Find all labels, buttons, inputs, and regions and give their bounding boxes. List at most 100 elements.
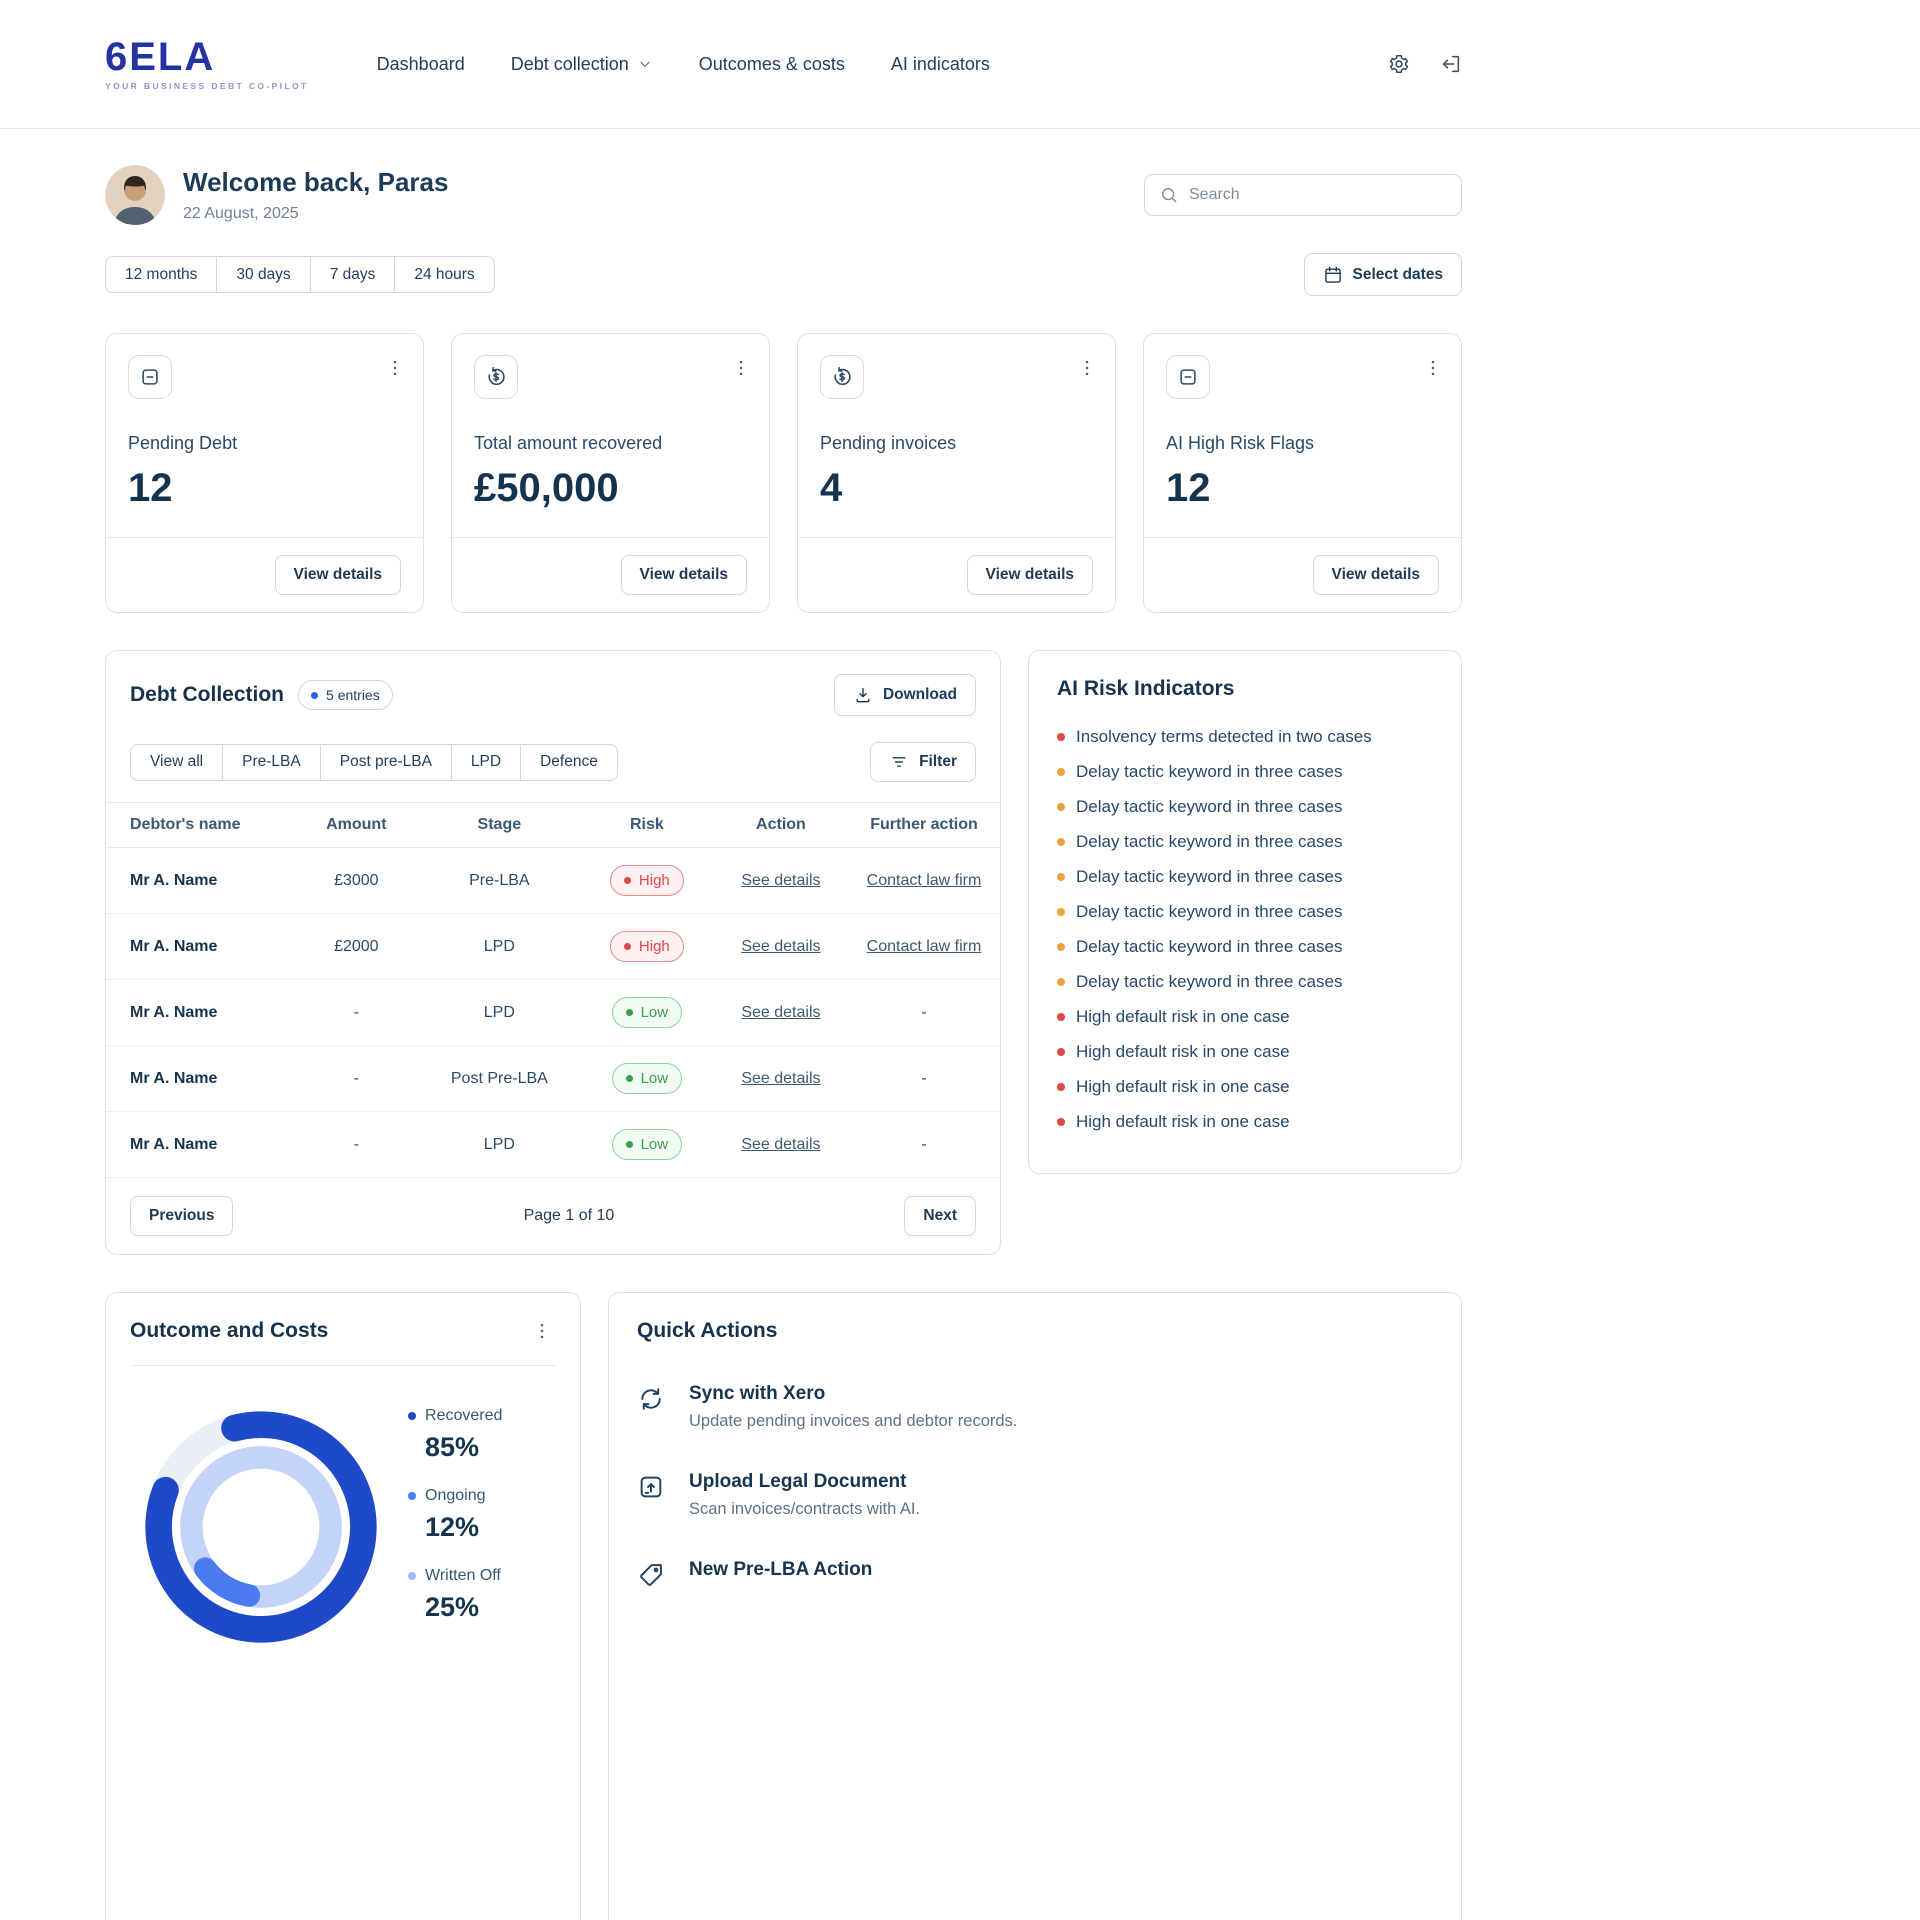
settings-icon[interactable] — [1388, 53, 1410, 75]
further-action-cell: - — [847, 1111, 1000, 1178]
stage-tab-post-pre-lba[interactable]: Post pre-LBA — [319, 743, 452, 781]
kebab-menu-icon[interactable] — [1419, 354, 1447, 382]
stat-card: Pending Debt 12 View details — [105, 333, 424, 613]
table-row: Mr A. Name - Post Pre-LBA Low See details - — [106, 1045, 1000, 1112]
brand-logo[interactable]: 6ELA YOUR BUSINESS DEBT CO-PILOT — [105, 37, 309, 91]
amount-cell: - — [293, 1045, 419, 1112]
previous-page-button[interactable]: Previous — [130, 1196, 234, 1236]
risk-indicator-item: Delay tactic keyword in three cases — [1057, 972, 1433, 992]
see-details-link[interactable]: See details — [741, 937, 821, 955]
see-details-link[interactable]: See details — [741, 1003, 821, 1021]
stat-card-label: AI High Risk Flags — [1166, 433, 1315, 453]
nav-item-outcomes-costs[interactable]: Outcomes & costs — [699, 54, 845, 75]
search-box[interactable] — [1144, 174, 1462, 216]
quick-action-new-pre-lba-action[interactable]: New Pre-LBA Action — [637, 1559, 1433, 1589]
view-details-button[interactable]: View details — [620, 555, 747, 595]
risk-badge: Low — [611, 1129, 683, 1160]
see-details-link[interactable]: See details — [741, 1069, 821, 1087]
risk-indicator-dot — [1057, 1118, 1065, 1126]
time-filter-bar: 12 months 30 days 7 days 24 hours Select da… — [105, 253, 1462, 296]
debtor-name-cell: Mr A. Name — [106, 913, 294, 980]
ai-risk-title: AI Risk Indicators — [1057, 677, 1235, 700]
risk-indicator-item: Delay tactic keyword in three cases — [1057, 867, 1433, 887]
risk-indicator-dot — [1057, 803, 1065, 811]
quick-action-text: New Pre-LBA Action — [689, 1559, 872, 1581]
download-button[interactable]: Download — [833, 674, 976, 716]
filter-icon — [889, 752, 909, 772]
stat-card-value: 12 — [1166, 466, 1211, 510]
welcome-section: Welcome back, Paras 22 August, 2025 — [105, 165, 1462, 225]
quick-action-title: Sync with Xero — [689, 1383, 826, 1404]
stat-card-label: Pending Debt — [128, 433, 238, 453]
brand-tagline: YOUR BUSINESS DEBT CO-PILOT — [105, 81, 309, 91]
entries-badge: 5 entries — [298, 680, 393, 710]
action-cell: See details — [713, 979, 848, 1046]
time-filter-24-hours[interactable]: 24 hours — [394, 256, 495, 293]
risk-label: High — [638, 872, 670, 889]
risk-badge: Low — [611, 997, 683, 1028]
kebab-menu-icon[interactable] — [381, 354, 409, 382]
time-filter-7-days[interactable]: 7 days — [309, 256, 396, 293]
chart-legend: Recovered 85% Ongoing 12% Written Off 25% — [408, 1407, 502, 1647]
quick-actions-list: Sync with Xero Update pending invoices an… — [637, 1383, 1433, 1589]
risk-cell: Low — [579, 1045, 714, 1112]
logout-icon[interactable] — [1440, 53, 1462, 75]
stage-tab-lpd[interactable]: LPD — [450, 743, 522, 781]
column-header: Action — [713, 802, 848, 848]
kebab-menu-icon[interactable] — [528, 1317, 556, 1345]
nav-item-dashboard[interactable]: Dashboard — [377, 54, 465, 75]
quick-action-sync-with-xero[interactable]: Sync with Xero Update pending invoices an… — [637, 1383, 1433, 1431]
risk-indicator-item: High default risk in one case — [1057, 1007, 1433, 1027]
stage-tab-view-all[interactable]: View all — [130, 743, 224, 781]
view-details-button[interactable]: View details — [1312, 555, 1439, 595]
download-label: Download — [882, 686, 957, 703]
contact-law-firm-link[interactable]: Contact law firm — [866, 937, 982, 955]
filter-button[interactable]: Filter — [870, 742, 976, 782]
tag-icon — [637, 1561, 665, 1589]
kebab-menu-icon[interactable] — [1073, 354, 1101, 382]
see-details-link[interactable]: See details — [741, 871, 821, 889]
risk-badge: High — [609, 865, 684, 896]
risk-indicator-text: Delay tactic keyword in three cases — [1076, 972, 1343, 991]
risk-indicator-dot — [1057, 838, 1065, 846]
legend-label: Written Off — [425, 1567, 501, 1584]
nav-item-debt-collection[interactable]: Debt collection — [511, 54, 653, 75]
legend-dot — [408, 1412, 416, 1420]
outcome-costs-title: Outcome and Costs — [130, 1319, 329, 1342]
stat-card-footer: View details — [452, 537, 769, 612]
stat-card-footer: View details — [798, 537, 1115, 612]
select-dates-button[interactable]: Select dates — [1303, 253, 1462, 296]
see-details-link[interactable]: See details — [741, 1135, 821, 1153]
legend-label: Recovered — [425, 1407, 503, 1424]
view-details-button[interactable]: View details — [966, 555, 1093, 595]
quick-actions-panel: Quick Actions Sync with Xero Update pendi… — [608, 1292, 1462, 1920]
stage-tab-pre-lba[interactable]: Pre-LBA — [222, 743, 321, 781]
quick-action-upload-legal-document[interactable]: Upload Legal Document Scan invoices/contr… — [637, 1471, 1433, 1519]
kebab-menu-icon[interactable] — [727, 354, 755, 382]
stage-cell: Post Pre-LBA — [418, 1045, 580, 1112]
risk-indicator-item: Delay tactic keyword in three cases — [1057, 832, 1433, 852]
invoice-icon — [128, 355, 172, 399]
risk-dot — [625, 1075, 633, 1082]
brand-logo-text: 6ELA — [105, 35, 216, 79]
time-filter-30-days[interactable]: 30 days — [216, 256, 311, 293]
amount-cell: £3000 — [293, 847, 419, 914]
search-input[interactable] — [1189, 186, 1447, 204]
next-page-button[interactable]: Next — [904, 1196, 976, 1236]
stage-tab-defence[interactable]: Defence — [520, 743, 618, 781]
risk-cell: Low — [579, 979, 714, 1046]
nav-item-ai-indicators[interactable]: AI indicators — [891, 54, 990, 75]
nav-item-label: AI indicators — [890, 53, 990, 74]
contact-law-firm-link[interactable]: Contact law firm — [866, 871, 982, 889]
header-icons — [1388, 53, 1462, 75]
time-filter-12-months[interactable]: 12 months — [105, 256, 218, 293]
time-filter-group: 12 months 30 days 7 days 24 hours — [105, 256, 495, 293]
stat-card-label: Pending invoices — [820, 433, 957, 453]
stat-card-label: Total amount recovered — [474, 433, 663, 453]
select-dates-label: Select dates — [1352, 265, 1443, 283]
further-action-cell: Contact law firm — [847, 847, 1000, 914]
view-details-button[interactable]: View details — [274, 555, 401, 595]
stage-cell: LPD — [418, 1111, 580, 1178]
stat-card-footer: View details — [1144, 537, 1461, 612]
risk-indicator-dot — [1057, 908, 1065, 916]
